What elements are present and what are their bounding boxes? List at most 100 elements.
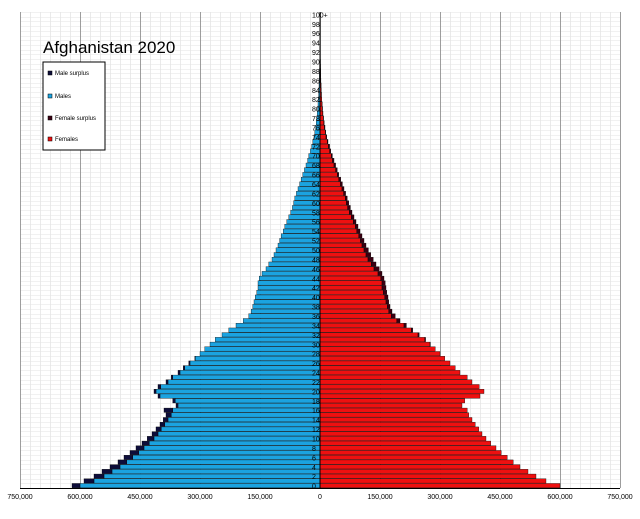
x-tick-label: 450,000 bbox=[127, 494, 152, 501]
chart-title: Afghanistan 2020 bbox=[43, 38, 175, 57]
female-bar bbox=[320, 234, 359, 238]
female-bar bbox=[320, 319, 397, 323]
male-bar bbox=[149, 441, 320, 445]
female-bar bbox=[320, 149, 330, 153]
female-bar bbox=[320, 408, 467, 412]
female-bar bbox=[320, 413, 469, 417]
female-surplus-bar bbox=[334, 163, 336, 167]
age-tick-label: 32 bbox=[312, 333, 320, 340]
x-tick-label: 150,000 bbox=[247, 494, 272, 501]
female-bar bbox=[320, 432, 482, 436]
age-tick-label: 90 bbox=[312, 59, 320, 66]
female-bar bbox=[320, 479, 546, 483]
female-bar bbox=[320, 154, 331, 158]
age-tick-label: 98 bbox=[312, 22, 320, 29]
age-tick-label: 4 bbox=[312, 465, 316, 472]
age-tick-label: 42 bbox=[312, 286, 320, 293]
male-bar bbox=[190, 361, 320, 365]
legend-label: Females bbox=[55, 137, 78, 143]
male-bar bbox=[173, 408, 320, 412]
male-bar bbox=[210, 342, 320, 346]
female-bar bbox=[320, 380, 472, 384]
female-bar bbox=[320, 267, 374, 271]
age-tick-label: 48 bbox=[312, 257, 320, 264]
female-bar bbox=[320, 271, 378, 275]
male-bar bbox=[112, 469, 320, 473]
male-bar bbox=[168, 380, 320, 384]
female-bar bbox=[320, 337, 425, 341]
male-bar bbox=[236, 323, 320, 327]
male-bar bbox=[195, 356, 320, 360]
male-surplus-bar bbox=[154, 389, 156, 393]
female-surplus-bar bbox=[362, 243, 366, 247]
female-bar bbox=[320, 469, 528, 473]
male-surplus-bar bbox=[102, 469, 112, 473]
female-surplus-bar bbox=[344, 191, 346, 195]
female-surplus-bar bbox=[327, 139, 328, 143]
female-bar bbox=[320, 417, 472, 421]
female-bar bbox=[320, 182, 340, 186]
age-tick-label: 34 bbox=[312, 323, 320, 330]
age-tick-label: 84 bbox=[312, 88, 320, 95]
female-bar bbox=[320, 328, 411, 332]
male-bar bbox=[258, 286, 320, 290]
age-tick-label: 12 bbox=[312, 427, 320, 434]
age-tick-label: 66 bbox=[312, 173, 320, 180]
male-surplus-bar bbox=[166, 380, 168, 384]
female-bar bbox=[320, 139, 327, 143]
female-bar bbox=[320, 300, 386, 304]
female-bar bbox=[320, 121, 324, 125]
female-bar bbox=[320, 394, 480, 398]
female-bar bbox=[320, 295, 385, 299]
female-surplus-bar bbox=[332, 158, 334, 162]
female-surplus-bar bbox=[348, 205, 351, 209]
female-bar bbox=[320, 130, 325, 134]
female-bar bbox=[320, 465, 520, 469]
female-surplus-bar bbox=[342, 187, 344, 191]
male-bar bbox=[205, 347, 320, 351]
x-tick-label: 750,000 bbox=[607, 494, 632, 501]
male-bar bbox=[144, 446, 320, 450]
age-tick-label: 22 bbox=[312, 380, 320, 387]
female-bar bbox=[320, 224, 355, 228]
male-bar bbox=[249, 314, 320, 318]
male-surplus-bar bbox=[94, 474, 104, 478]
male-surplus-bar bbox=[72, 483, 80, 487]
female-surplus-bar bbox=[366, 253, 371, 257]
legend-swatch bbox=[48, 94, 52, 98]
female-surplus-bar bbox=[382, 286, 386, 290]
x-tick-label: 300,000 bbox=[427, 494, 452, 501]
male-bar bbox=[94, 479, 320, 483]
age-tick-label: 16 bbox=[312, 408, 320, 415]
female-bar bbox=[320, 436, 486, 440]
male-bar bbox=[259, 276, 320, 280]
female-surplus-bar bbox=[353, 220, 356, 224]
female-bar bbox=[320, 253, 366, 257]
female-bar bbox=[320, 168, 336, 172]
male-surplus-bar bbox=[164, 408, 173, 412]
female-surplus-bar bbox=[378, 271, 382, 275]
female-surplus-bar bbox=[383, 290, 387, 294]
age-tick-label: 50 bbox=[312, 248, 320, 255]
female-surplus-bar bbox=[331, 154, 332, 158]
female-surplus-bar bbox=[404, 323, 406, 327]
female-bar bbox=[320, 309, 389, 313]
male-surplus-bar bbox=[189, 361, 190, 365]
age-tick-label: 96 bbox=[312, 31, 320, 38]
female-bar bbox=[320, 135, 326, 139]
female-surplus-bar bbox=[349, 210, 352, 214]
female-surplus-bar bbox=[368, 257, 373, 261]
female-surplus-bar bbox=[371, 262, 376, 266]
age-tick-label: 44 bbox=[312, 276, 320, 283]
female-bar bbox=[320, 210, 349, 214]
female-surplus-bar bbox=[355, 224, 358, 228]
male-bar bbox=[180, 370, 320, 374]
male-bar bbox=[255, 295, 320, 299]
female-bar bbox=[320, 286, 382, 290]
age-tick-label: 58 bbox=[312, 210, 320, 217]
female-bar bbox=[320, 144, 328, 148]
age-tick-label: 94 bbox=[312, 41, 320, 48]
age-tick-label: 56 bbox=[312, 220, 320, 227]
age-tick-label: 100+ bbox=[312, 12, 328, 19]
